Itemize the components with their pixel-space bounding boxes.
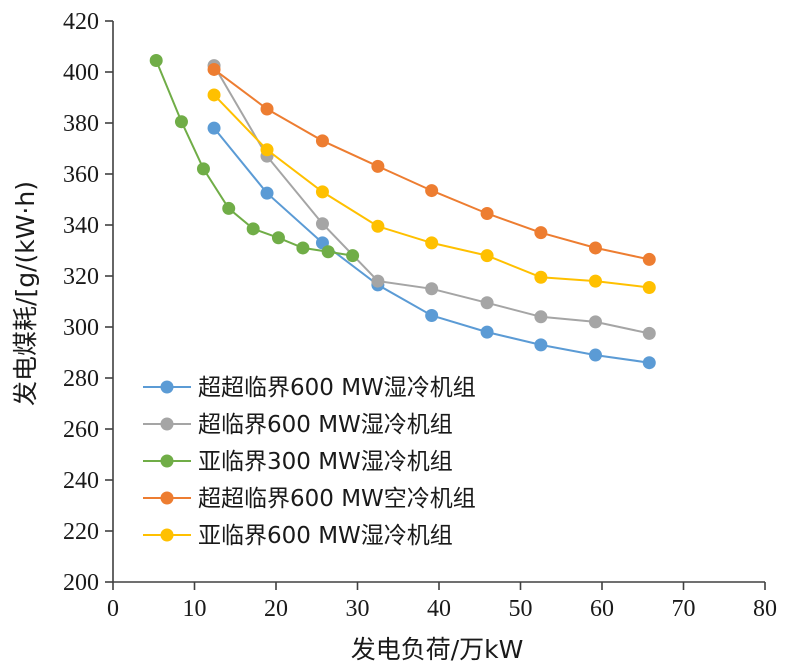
data-point (534, 226, 548, 240)
data-point (207, 62, 221, 76)
legend-entry: 亚临界300 MW湿冷机组 (143, 449, 453, 475)
data-point (480, 296, 494, 310)
series-1 (207, 121, 656, 370)
series-line (213, 68, 650, 261)
data-point (222, 201, 236, 215)
data-point (315, 134, 329, 148)
data-point (271, 231, 285, 245)
y-tick-label: 240 (63, 468, 99, 494)
legend-entry: 超超临界600 MW湿冷机组 (143, 375, 476, 401)
y-tick-label: 360 (63, 162, 99, 188)
x-tick-label: 10 (183, 596, 207, 622)
x-tick-label: 50 (509, 596, 533, 622)
data-point (315, 185, 329, 199)
y-axis-title: 发电煤耗/[g/(kW·h) (11, 181, 40, 406)
y-tick-label: 260 (63, 417, 99, 443)
data-point (642, 280, 656, 294)
data-point (642, 252, 656, 266)
y-tick-label: 320 (63, 264, 99, 290)
legend-marker (160, 528, 174, 542)
data-point (321, 245, 335, 259)
legend-label: 超临界600 MW湿冷机组 (198, 412, 453, 438)
data-point (260, 102, 274, 116)
data-point (642, 356, 656, 370)
axes: 200 220 240 260 280 300 320 340 360 380 400 420 0 10… (63, 9, 777, 622)
data-point (534, 270, 548, 284)
data-point (480, 249, 494, 263)
y-tick-label: 380 (63, 111, 99, 137)
x-axis-ticks: 0 10 20 30 40 50 60 70 80 (107, 582, 777, 622)
data-point (207, 121, 221, 135)
y-tick-label: 340 (63, 213, 99, 239)
series-5 (207, 88, 656, 294)
data-point (534, 310, 548, 324)
data-point (588, 241, 602, 255)
data-point (296, 241, 310, 255)
legend-marker (160, 380, 174, 394)
data-point (588, 274, 602, 288)
data-point (174, 115, 188, 129)
data-point (149, 54, 163, 68)
legend-label: 超超临界600 MW湿冷机组 (198, 375, 476, 401)
data-point (346, 249, 360, 263)
legend-entry: 超超临界600 MW空冷机组 (143, 486, 476, 512)
data-point (480, 325, 494, 339)
y-tick-label: 400 (63, 60, 99, 86)
data-point (425, 282, 439, 296)
y-tick-label: 280 (63, 366, 99, 392)
y-tick-label: 420 (63, 9, 99, 35)
x-tick-label: 0 (107, 596, 119, 622)
legend-entry: 超临界600 MW湿冷机组 (143, 412, 453, 438)
x-tick-label: 60 (590, 596, 614, 622)
data-point (260, 186, 274, 200)
x-tick-label: 30 (346, 596, 370, 622)
data-point (371, 274, 385, 288)
y-tick-label: 200 (63, 570, 99, 596)
data-point (371, 159, 385, 173)
data-point (207, 88, 221, 102)
legend-marker (160, 417, 174, 431)
legend-label: 超超临界600 MW空冷机组 (198, 486, 476, 512)
x-tick-label: 20 (264, 596, 288, 622)
data-point (315, 217, 329, 231)
legend-marker (160, 491, 174, 505)
y-tick-label: 300 (63, 315, 99, 341)
data-point (534, 338, 548, 352)
series-layer (149, 54, 656, 370)
data-point (246, 222, 260, 236)
data-point (260, 143, 274, 157)
x-axis-title: 发电负荷/万kW (351, 635, 524, 664)
y-tick-label: 220 (63, 519, 99, 545)
legend-marker (160, 454, 174, 468)
data-point (588, 315, 602, 329)
y-axis-ticks: 200 220 240 260 280 300 320 340 360 380 400 420 (63, 9, 113, 596)
data-point (588, 348, 602, 362)
data-point (425, 309, 439, 323)
series-3 (149, 54, 360, 263)
data-point (425, 236, 439, 250)
data-point (480, 207, 494, 221)
legend-entry: 亚临界600 MW湿冷机组 (143, 523, 453, 549)
legend-label: 亚临界600 MW湿冷机组 (198, 523, 453, 549)
x-tick-label: 80 (753, 596, 777, 622)
x-tick-label: 70 (672, 596, 696, 622)
data-point (425, 184, 439, 198)
data-point (371, 219, 385, 233)
legend-label: 亚临界300 MW湿冷机组 (198, 449, 453, 475)
series-4 (207, 62, 656, 266)
data-point (642, 326, 656, 340)
x-tick-label: 40 (427, 596, 451, 622)
data-point (196, 162, 210, 176)
